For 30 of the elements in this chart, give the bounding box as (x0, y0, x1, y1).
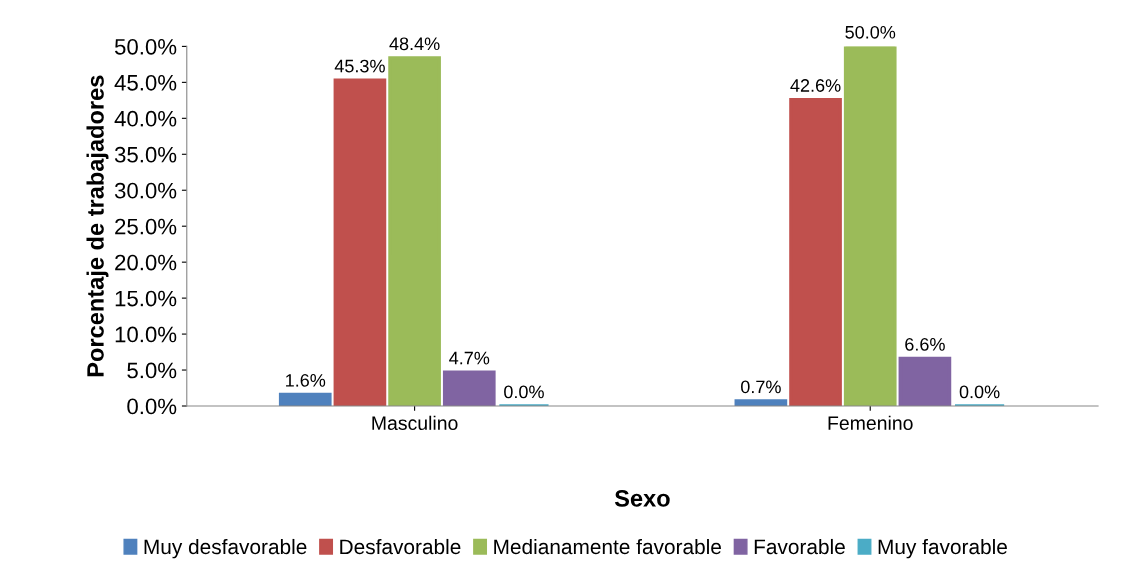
legend-label: Muy favorable (878, 538, 1007, 559)
data-label: 50.0% (845, 25, 896, 39)
data-label: 0.7% (741, 380, 781, 394)
y-tick-label: 50.0% (114, 38, 177, 55)
y-tick-label: 10.0% (115, 326, 177, 343)
y-tick-label: 35.0% (114, 146, 177, 163)
data-label: 42.6% (790, 79, 841, 92)
legend-label: Desfavorable (340, 538, 461, 555)
x-tick-label: Femenino (828, 415, 913, 430)
y-tick-label: 30.0% (114, 182, 177, 199)
y-tick-label: 20.0% (115, 254, 177, 271)
y-tick-label: 45.0% (114, 74, 177, 91)
legend-label: Medianamente favorable (494, 538, 721, 555)
legend-label: Muy desfavorable (144, 538, 307, 559)
x-tick-label: Masculino (372, 415, 458, 430)
y-tick-label: 5.0% (127, 362, 177, 379)
data-label: 4.7% (449, 351, 490, 365)
y-tick-label: 40.0% (114, 110, 177, 127)
y-tick-label: 0.0% (127, 398, 177, 415)
y-tick-label: 15.0% (115, 290, 177, 307)
legend-label: Favorable (754, 538, 845, 555)
y-tick-label: 25.0% (115, 218, 177, 235)
data-label: 45.3% (334, 59, 385, 73)
data-label: 0.0% (504, 385, 544, 399)
data-label: 6.6% (905, 338, 945, 351)
x-axis-title: Sexo (614, 490, 670, 507)
data-label: 48.4% (389, 37, 440, 51)
y-axis-title: Porcentaje de trabajadores (86, 75, 109, 377)
data-label: 1.6% (286, 373, 326, 387)
data-label: 0.0% (959, 385, 1000, 399)
